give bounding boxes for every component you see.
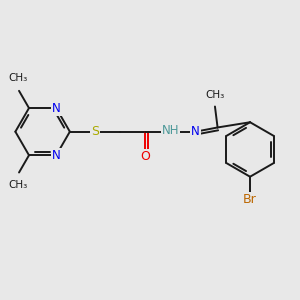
Text: N: N xyxy=(52,149,61,162)
Text: N: N xyxy=(52,102,61,115)
Text: CH₃: CH₃ xyxy=(8,180,28,190)
Text: N: N xyxy=(191,125,200,138)
Text: CH₃: CH₃ xyxy=(8,74,28,83)
Text: Br: Br xyxy=(243,193,257,206)
Text: CH₃: CH₃ xyxy=(205,90,225,100)
Text: O: O xyxy=(140,150,150,163)
Text: S: S xyxy=(91,125,99,138)
Text: NH: NH xyxy=(162,124,179,137)
